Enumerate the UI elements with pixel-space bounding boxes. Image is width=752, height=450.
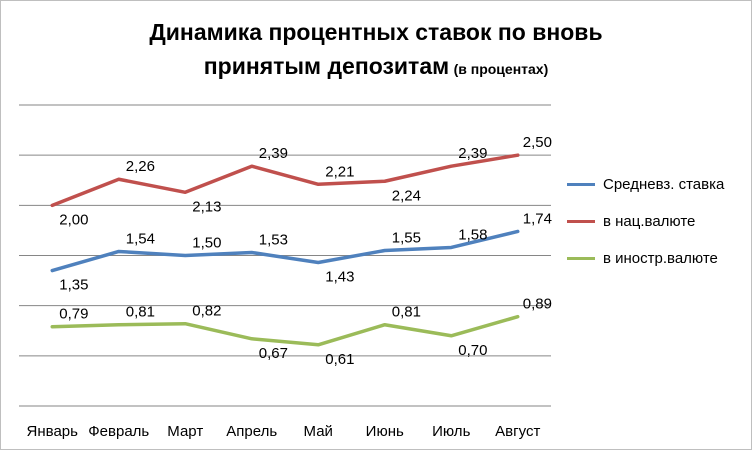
x-tick-label: Январь [27,423,79,440]
data-label: 1,58 [458,226,487,243]
gridlines [19,104,551,407]
series-lines [50,153,520,347]
data-label: 0,81 [126,304,155,321]
legend: Средневз. ставка в нац.валюте в иностр.вал… [567,166,747,277]
series-line-2 [50,153,520,208]
data-label: 2,26 [126,158,155,175]
series-line-1 [50,229,520,273]
chart-title-line-2: принятым депозитам [203,53,450,79]
data-label: 1,53 [259,231,288,248]
series-line-3 [50,314,520,347]
data-label: 1,74 [523,210,552,227]
legend-swatch [567,257,595,260]
data-label: 2,13 [192,198,221,215]
data-label: 1,55 [392,229,421,246]
data-labels: 1,35 1,54 1,50 1,53 1,43 1,55 1,58 1,74 2,00 2,26… [59,134,552,368]
x-tick-label: Февраль [88,423,149,440]
chart-title: Динамика процентных ставок по вновь прин… [1,15,751,87]
data-label: 0,61 [325,351,354,368]
data-label: 2,39 [458,145,487,162]
data-label: 0,82 [192,303,221,320]
legend-label: в нац.валюте [603,213,696,230]
legend-item: в нац.валюте [567,203,747,240]
legend-swatch [567,220,595,223]
data-label: 2,00 [59,211,88,228]
legend-label: Средневз. ставка [603,176,725,193]
legend-item: Средневз. ставка [567,166,747,203]
legend-item: в иностр.валюте [567,240,747,277]
x-tick-label: Июль [432,423,470,440]
data-label: 2,50 [523,134,552,151]
data-label: 0,79 [59,306,88,323]
legend-label: в иностр.валюте [603,250,718,267]
x-tick-label: Апрель [226,423,277,440]
x-tick-label: Август [495,423,540,440]
x-tick-label: Март [167,423,203,440]
x-tick-label: Май [304,423,333,440]
data-label: 0,81 [392,304,421,321]
data-label: 0,67 [259,345,288,362]
data-label: 1,43 [325,269,354,286]
data-label: 0,70 [458,342,487,359]
chart-title-suffix: (в процентах) [453,61,549,77]
data-label: 1,50 [192,235,221,252]
data-label: 0,89 [523,296,552,313]
legend-swatch [567,183,595,186]
data-label: 2,39 [259,145,288,162]
data-label: 1,54 [126,230,155,247]
chart-title-line-1: Динамика процентных ставок по вновь [149,19,603,45]
data-label: 1,35 [59,277,88,294]
x-axis-ticks: Январь Февраль Март Апрель Май Июнь Июль Август [27,423,541,440]
x-tick-label: Июнь [366,423,404,440]
data-label: 2,24 [392,187,421,204]
data-label: 2,21 [325,163,354,180]
